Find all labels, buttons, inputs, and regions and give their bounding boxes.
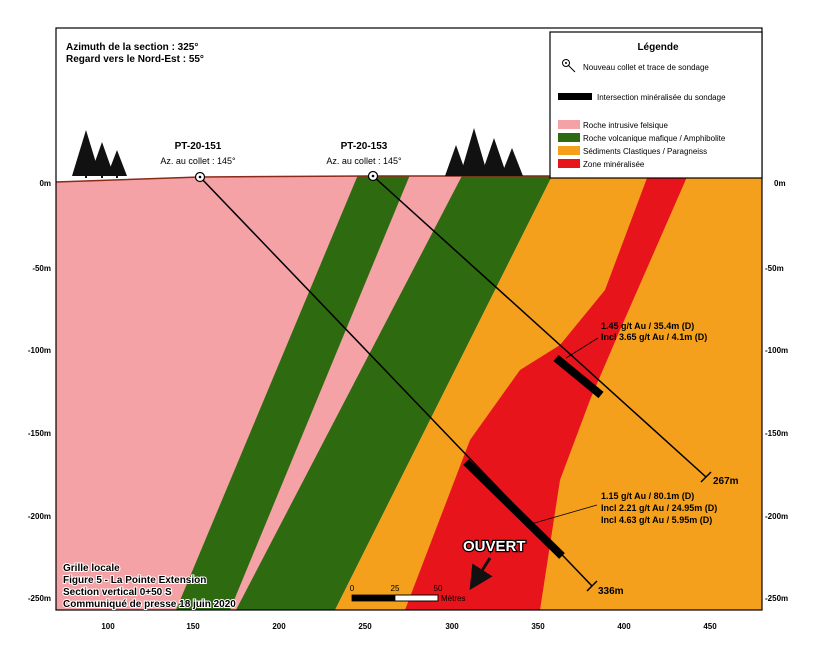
- y-tick-label: -100m: [765, 346, 788, 355]
- mafic-volcanic-band-east: [236, 176, 555, 610]
- scale-tick-label: 25: [391, 584, 400, 593]
- hole-name-pt-20-151: PT-20-151: [175, 141, 222, 152]
- section-azimuth-text: Azimuth de la section : 325°: [66, 42, 198, 53]
- drill-trace-pt-20-153: [372, 175, 707, 478]
- tree-icon-trunk: [101, 170, 103, 178]
- footer-text: Grille locale Figure 5 - La Pointe Exten…: [62, 562, 237, 611]
- y-tick-label: -200m: [765, 512, 788, 521]
- section-view-direction-text: Regard vers le Nord-Est : 55°: [66, 54, 204, 65]
- scale-bar-segment: [352, 595, 395, 601]
- scale-bar: 0 25 50 Mètres: [350, 584, 466, 603]
- drill-traces: [199, 175, 712, 592]
- tree-icon: [72, 130, 100, 176]
- tree-icon: [445, 145, 467, 176]
- collar-pt-20-151: [194, 171, 206, 183]
- legend: Légende Nouveau collet et trace de sonda…: [549, 31, 763, 179]
- y-axis-left: 0m -50m -100m -150m -200m -250m: [28, 179, 51, 603]
- hole-azimuth-pt-20-153: Az. au collet : 145°: [326, 156, 402, 166]
- y-axis-right: 0m -50m -100m -150m -200m -250m: [765, 179, 788, 603]
- legend-swatch-felsic: [558, 120, 580, 129]
- tree-icons-left: [72, 130, 127, 178]
- legend-swatch-sediment: [558, 146, 580, 155]
- hole-azimuth-pt-20-151: Az. au collet : 145°: [160, 156, 236, 166]
- geology-units: [56, 176, 762, 610]
- mineralized-zone: [405, 176, 690, 610]
- plot-frame: [55, 27, 763, 611]
- y-tick-label: -250m: [765, 594, 788, 603]
- leader-line-pt-20-153: [565, 337, 599, 359]
- scale-tick-label: 50: [434, 584, 443, 593]
- end-depth-pt-20-151: 336m: [598, 586, 624, 597]
- tree-icons-right: [445, 128, 523, 176]
- y-tick-label: 0m: [774, 179, 786, 188]
- footer-line-figure: Figure 5 - La Pointe Extension: [63, 575, 206, 586]
- x-tick-label: 450: [703, 622, 717, 631]
- intersection-bar-pt-20-153: [553, 354, 604, 399]
- legend-swatch-mafic: [558, 133, 580, 142]
- tree-icon: [107, 150, 127, 176]
- legend-label-collar: Nouveau collet et trace de sondage: [583, 63, 709, 72]
- tree-icon: [481, 138, 507, 176]
- y-tick-label: -50m: [32, 264, 51, 273]
- footer-line-grid: Grille locale: [63, 563, 120, 574]
- legend-title: Légende: [637, 42, 679, 53]
- scale-bar-outline: [351, 594, 439, 602]
- x-tick-label: 200: [272, 622, 286, 631]
- end-depth-pt-20-153: 267m: [713, 476, 739, 487]
- open-label: OUVERT: [463, 538, 526, 555]
- legend-label-mineralized: Zone minéralisée: [583, 160, 645, 169]
- footer-line-release: Communiqué de presse 18 juin 2020: [63, 599, 236, 610]
- tree-icon-trunk: [116, 170, 118, 178]
- tree-icon: [460, 128, 488, 176]
- y-tick-label: -50m: [765, 264, 784, 273]
- collar-pt-20-153: [367, 170, 379, 182]
- x-axis: 100 150 200 250 300 350 400 450: [101, 622, 717, 631]
- intercept-pt-20-151-incl-1: Incl 2.21 g/t Au / 24.95m (D): [601, 503, 717, 513]
- drill-end-tick-pt-20-153: [700, 471, 712, 483]
- y-tick-label: -250m: [28, 594, 51, 603]
- tree-icon-trunk: [85, 170, 87, 178]
- legend-swatch-mineralized: [558, 159, 580, 168]
- intercept-pt-20-151-incl-2: Incl 4.63 g/t Au / 5.95m (D): [601, 515, 712, 525]
- y-tick-label: -150m: [765, 429, 788, 438]
- footer-line-section: Section vertical 0+50 S: [63, 587, 172, 598]
- drill-end-tick-pt-20-151: [586, 580, 598, 592]
- collar-icon-dot: [198, 175, 202, 179]
- x-tick-label: 400: [617, 622, 631, 631]
- x-tick-label: 300: [445, 622, 459, 631]
- leader-line-pt-20-151: [530, 504, 598, 525]
- legend-intersection-swatch: [558, 93, 592, 100]
- x-tick-label: 250: [358, 622, 372, 631]
- legend-label-mafic: Roche volcanique mafique / Amphibolite: [583, 134, 726, 143]
- y-tick-label: -200m: [28, 512, 51, 521]
- legend-label-intersection: Intersection minéralisée du sondage: [597, 93, 726, 102]
- tree-icon: [90, 142, 114, 176]
- y-tick-label: 0m: [39, 179, 51, 188]
- x-tick-label: 150: [186, 622, 200, 631]
- open-arrow-icon: [469, 557, 493, 591]
- hole-name-pt-20-153: PT-20-153: [341, 141, 388, 152]
- legend-trace-icon: [567, 64, 576, 73]
- x-tick-label: 100: [101, 622, 115, 631]
- scale-tick-label: 0: [350, 584, 355, 593]
- intercept-pt-20-153-main: 1.45 g/t Au / 35.4m (D): [601, 321, 694, 331]
- tree-icon: [501, 148, 523, 176]
- y-tick-label: -150m: [28, 429, 51, 438]
- collar-icon-dot: [371, 174, 375, 178]
- intersection-bar-pt-20-151: [463, 459, 565, 559]
- scale-bar-segment: [394, 594, 439, 602]
- legend-collar-icon-dot: [565, 62, 567, 64]
- legend-label-felsic: Roche intrusive felsique: [583, 121, 668, 130]
- legend-box: [549, 31, 763, 179]
- y-tick-label: -100m: [28, 346, 51, 355]
- scale-unit-label: Mètres: [441, 594, 465, 603]
- intercept-pt-20-151-main: 1.15 g/t Au / 80.1m (D): [601, 491, 694, 501]
- x-tick-label: 350: [531, 622, 545, 631]
- mafic-volcanic-band-west: [176, 176, 412, 610]
- legend-label-sediment: Sédiments Clastiques / Paragneiss: [583, 147, 707, 156]
- intercept-pt-20-153-incl: Incl 3.65 g/t Au / 4.1m (D): [601, 332, 707, 342]
